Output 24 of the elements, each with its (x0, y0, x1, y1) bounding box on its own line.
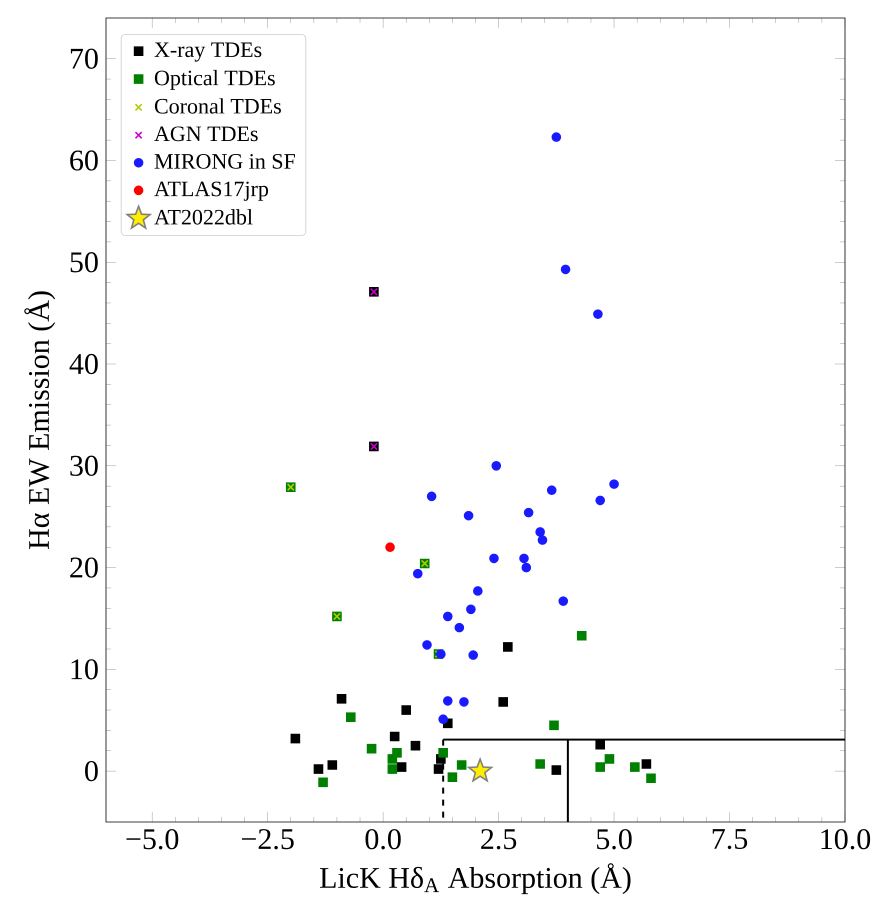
y-tick-label: 20 (70, 557, 98, 578)
legend-label: MIRONG in SF (154, 154, 296, 169)
legend-label: Optical TDEs (154, 70, 275, 90)
y-tick-label: 30 (70, 456, 98, 476)
legend-label: AGN TDEs (154, 126, 258, 142)
y-tick-label: 10 (72, 659, 98, 680)
y-tick-label: 40 (70, 354, 98, 374)
x-tick-label: 5.0 (597, 829, 632, 850)
legend-label: Coronal TDEs (154, 98, 281, 114)
y-tick-label: 50 (70, 252, 98, 272)
x-tick-label: 7.5 (712, 829, 748, 850)
x-axis-title: LicK Hδ$_{A}$ Absorption (Å) (320, 863, 631, 894)
y-tick-label: 60 (70, 150, 98, 171)
legend-label: ATLAS17jrp (154, 182, 268, 201)
x-tick-label: 2.5 (481, 829, 516, 850)
x-tick-label: 10.0 (821, 829, 870, 850)
y-tick-label: 0 (85, 760, 98, 782)
legend-label: AT2022dbl (154, 209, 253, 225)
x-tick-label: 0.0 (366, 829, 401, 850)
x-tick-label: −2.5 (242, 829, 294, 850)
x-tick-label: −5.0 (126, 829, 178, 850)
legend-label: X-ray TDEs (154, 42, 262, 62)
y-tick-label: 70 (70, 48, 98, 69)
y-axis-title: Hα EW Emission (Å) (24, 291, 56, 550)
